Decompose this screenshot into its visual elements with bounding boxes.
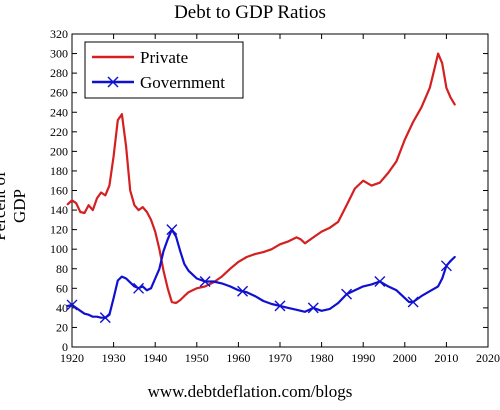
y-tick-label: 60 xyxy=(56,281,68,295)
series-marker-government xyxy=(274,300,286,312)
y-tick-label: 140 xyxy=(50,203,68,217)
series-marker-government xyxy=(307,302,319,314)
series-marker-government xyxy=(374,275,386,287)
series-marker-government xyxy=(237,285,249,297)
legend-box xyxy=(84,41,244,99)
chart-title: Debt to GDP Ratios xyxy=(174,2,326,23)
x-tick-label: 1980 xyxy=(310,351,334,365)
x-tick-label: 1940 xyxy=(143,351,167,365)
y-tick-label: 280 xyxy=(50,66,68,80)
y-tick-label: 180 xyxy=(50,164,68,178)
legend-label-private: Private xyxy=(140,48,188,67)
x-tick-label: 1920 xyxy=(60,351,84,365)
x-tick-label: 2000 xyxy=(393,351,417,365)
y-axis: 0 20 40 60 80 100 120 140 160 180 200 220 240 260 280 3… xyxy=(50,27,488,354)
x-tick-label: 1970 xyxy=(268,351,292,365)
legend-label-government: Government xyxy=(140,73,225,92)
x-tick-label: 2010 xyxy=(434,351,458,365)
y-tick-label: 0 xyxy=(62,340,68,354)
y-tick-label: 100 xyxy=(50,242,68,256)
series-layer xyxy=(66,52,456,324)
legend-marker-government xyxy=(107,76,119,88)
series-marker-government xyxy=(99,312,111,324)
y-tick-label: 240 xyxy=(50,105,68,119)
series-marker-government xyxy=(166,224,178,236)
y-tick-label: 200 xyxy=(50,144,68,158)
x-tick-label: 2020 xyxy=(476,351,500,365)
series-line-private xyxy=(66,52,456,305)
footer-url: www.debtdeflation.com/blogs xyxy=(147,382,353,401)
y-tick-label: 120 xyxy=(50,223,68,237)
legend: Private Government xyxy=(84,41,244,99)
y-tick-label: 40 xyxy=(56,301,68,315)
series-marker-government xyxy=(341,288,353,300)
x-tick-label: 1990 xyxy=(351,351,375,365)
series-marker-government xyxy=(440,260,452,272)
y-tick-label: 20 xyxy=(56,320,68,334)
series-marker-government xyxy=(66,299,78,311)
y-tick-label: 320 xyxy=(50,27,68,41)
y-tick-label: 300 xyxy=(50,47,68,61)
series-marker-government xyxy=(133,282,145,294)
series-marker-government xyxy=(407,296,419,308)
series-line-government xyxy=(66,228,456,319)
y-tick-label: 260 xyxy=(50,86,68,100)
x-axis: 1920 1930 1940 1950 1960 1970 1980 1990 2000 2010… xyxy=(60,34,500,365)
y-tick-label: 220 xyxy=(50,125,68,139)
y-tick-label: 80 xyxy=(56,262,68,276)
series-marker-government xyxy=(199,275,211,287)
x-tick-label: 1950 xyxy=(185,351,209,365)
x-tick-label: 1960 xyxy=(226,351,250,365)
y-tick-label: 160 xyxy=(50,184,68,198)
x-tick-label: 1930 xyxy=(102,351,126,365)
